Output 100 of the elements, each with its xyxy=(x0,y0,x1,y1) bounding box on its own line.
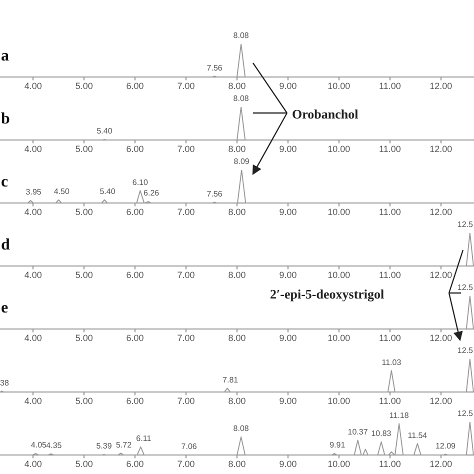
annotation: 5.72 xyxy=(116,440,132,450)
x-tick-label: 7.00 xyxy=(177,333,195,344)
x-tick-label: 8.00 xyxy=(228,144,246,154)
x-tick-label: 5.00 xyxy=(75,81,93,92)
x-tick-label: 11.00 xyxy=(378,459,401,470)
annotation: 12.5 xyxy=(457,409,474,418)
x-tick-label: 12.00 xyxy=(430,396,452,406)
annotation: 8.08 xyxy=(233,424,250,434)
x-tick-label: 4.00 xyxy=(24,333,42,344)
x-tick-label: 5.00 xyxy=(75,396,93,406)
x-tick-label: 11.00 xyxy=(378,270,401,280)
x-tick-label: 9.00 xyxy=(279,144,297,154)
annotation: 8.08 xyxy=(233,31,250,40)
annotation: 12.5 xyxy=(457,220,474,230)
x-tick-label: 9.00 xyxy=(279,81,297,92)
x-tick-label: 10.00 xyxy=(328,333,350,344)
x-tick-label: 4.00 xyxy=(24,207,42,218)
x-tick-label: 6.00 xyxy=(126,270,144,280)
x-tick-label: 12.00 xyxy=(430,144,452,154)
annotation: 11.18 xyxy=(389,410,410,420)
chart-title: d xyxy=(1,236,10,254)
x-tick-label: 12.00 xyxy=(430,459,452,470)
x-tick-label: 8.00 xyxy=(228,459,246,470)
annotation: 7.56 xyxy=(206,63,223,72)
chart-title: b xyxy=(1,110,10,128)
annotation: 7.06 xyxy=(181,442,198,452)
x-tick-label: 4.00 xyxy=(24,459,42,470)
x-tick-label: 10.00 xyxy=(328,270,350,280)
annotation: Orobanchol xyxy=(292,106,359,122)
annotation: 4.35 xyxy=(46,441,62,450)
x-tick-label: 6.00 xyxy=(126,333,144,344)
x-tick-label: 8.00 xyxy=(228,333,246,344)
x-tick-label: 9.00 xyxy=(279,459,297,470)
annotation: 5.40 xyxy=(96,126,113,136)
x-tick-label: 4.00 xyxy=(24,81,42,92)
x-tick-label: 7.00 xyxy=(177,270,195,280)
annotation: 10.37 xyxy=(348,427,368,436)
x-tick-label: 6.00 xyxy=(126,207,144,218)
x-tick-label: 11.00 xyxy=(378,396,401,406)
x-tick-label: 8.00 xyxy=(228,81,246,92)
x-tick-label: 9.00 xyxy=(279,333,297,344)
x-tick-label: 4.00 xyxy=(24,144,42,154)
x-tick-label: 7.00 xyxy=(177,207,195,218)
x-tick-label: 11.00 xyxy=(378,81,401,92)
annotation: 9.91 xyxy=(330,440,346,450)
x-tick-label: 5.00 xyxy=(75,207,93,218)
x-tick-label: 11.00 xyxy=(378,207,401,218)
x-tick-label: 5.00 xyxy=(75,270,93,280)
x-tick-label: 12.00 xyxy=(430,333,452,344)
x-tick-label: 10.00 xyxy=(328,81,350,92)
annotation: 10.83 xyxy=(371,429,392,438)
annotation: 6.10 xyxy=(132,178,148,187)
x-tick-label: 6.00 xyxy=(126,144,144,154)
x-tick-label: 12.00 xyxy=(430,81,452,92)
x-tick-label: 6.00 xyxy=(126,459,144,470)
annotation: 8.08 xyxy=(233,94,250,104)
x-tick-label: 9.00 xyxy=(279,207,297,218)
x-tick-label: 10.00 xyxy=(328,144,350,154)
x-tick-label: 11.00 xyxy=(378,333,401,344)
x-tick-label: 9.00 xyxy=(279,396,297,406)
x-tick-label: 5.00 xyxy=(75,144,93,154)
annotation: 4.50 xyxy=(54,187,70,196)
x-tick-label: 7.00 xyxy=(177,396,195,406)
annotation: 8.09 xyxy=(234,157,250,166)
x-tick-label: 5.00 xyxy=(75,333,93,344)
annotation: 6.26 xyxy=(144,188,160,198)
annotation: 38 xyxy=(0,378,10,388)
x-tick-label: 10.00 xyxy=(328,396,350,406)
annotation: 11.54 xyxy=(408,430,428,440)
x-tick-label: 12.00 xyxy=(430,270,452,280)
x-tick-label: 7.00 xyxy=(177,459,195,470)
x-tick-label: 7.00 xyxy=(177,144,195,154)
annotation: 2′-epi-5-deoxystrigol xyxy=(270,286,385,302)
x-tick-label: 8.00 xyxy=(228,270,246,280)
annotation: 12.5 xyxy=(457,346,474,356)
annotation: 3.95 xyxy=(26,188,42,197)
x-tick-label: 9.00 xyxy=(279,270,297,280)
annotation: 12.09 xyxy=(435,441,456,450)
x-tick-label: 5.00 xyxy=(75,459,93,470)
annotation: 7.81 xyxy=(222,375,239,384)
x-tick-label: 8.00 xyxy=(228,207,246,218)
annotation: 5.39 xyxy=(96,442,112,451)
chart-title: c xyxy=(1,174,8,191)
annotation: 11.03 xyxy=(382,358,402,367)
annotation: 12.5 xyxy=(457,283,474,292)
x-tick-label: 10.00 xyxy=(328,459,350,470)
annotation: 7.56 xyxy=(206,189,223,198)
x-tick-label: 4.00 xyxy=(24,396,42,406)
x-tick-label: 6.00 xyxy=(126,81,144,92)
x-tick-label: 11.00 xyxy=(378,144,401,154)
x-tick-label: 10.00 xyxy=(328,207,350,218)
x-tick-label: 12.00 xyxy=(430,207,452,218)
x-tick-label: 4.00 xyxy=(24,270,42,280)
annotation: 5.40 xyxy=(100,187,116,196)
chart-title: a xyxy=(1,48,9,65)
x-tick-label: 7.00 xyxy=(177,81,195,92)
annotation: 6.11 xyxy=(136,434,152,444)
chart-title: e xyxy=(1,300,8,317)
annotation: 4.05 xyxy=(30,440,48,450)
x-tick-label: 8.00 xyxy=(228,396,246,406)
